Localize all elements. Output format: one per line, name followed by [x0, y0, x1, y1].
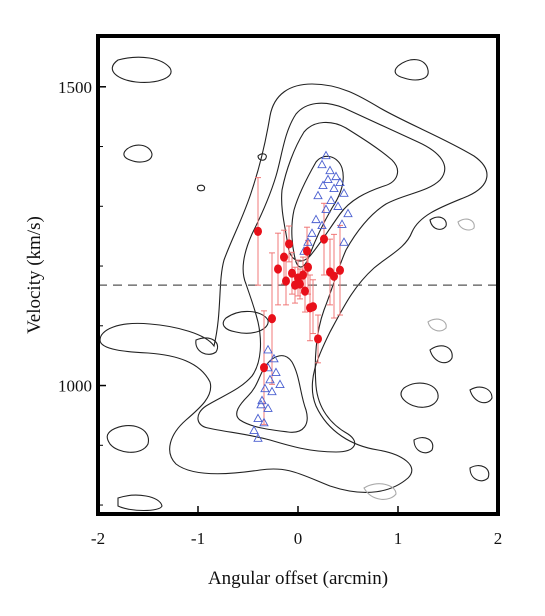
data-point [303, 246, 311, 256]
contour-blob [196, 184, 206, 192]
data-point [309, 302, 317, 312]
triangle-point [325, 165, 335, 175]
triangle-point [269, 353, 279, 363]
triangle-point [271, 367, 281, 377]
triangle-point [260, 383, 270, 393]
x-tick-label: 0 [294, 529, 303, 548]
triangle-point [343, 208, 353, 218]
contour-blob [106, 425, 149, 453]
triangle-point [267, 386, 277, 396]
contour-blob [394, 59, 429, 81]
triangle-point [275, 379, 285, 388]
triangle-point [307, 228, 317, 237]
triangle-point [335, 177, 345, 187]
contour-blob [195, 337, 218, 355]
contour-blob [111, 56, 172, 83]
contour-blob [429, 216, 447, 230]
data-point [330, 271, 338, 281]
triangle-point [265, 374, 275, 384]
x-tick-label: 2 [494, 529, 503, 548]
circle-series [254, 226, 344, 373]
data-point [282, 276, 290, 286]
x-tick-label: -1 [191, 529, 205, 548]
y-tick-label: 1500 [58, 78, 92, 97]
triangle-point [263, 403, 273, 412]
y-tick-label: 1000 [58, 377, 92, 396]
triangle-point [317, 220, 327, 230]
x-axis: -2 -1 0 1 2 [91, 506, 502, 548]
data-point [285, 239, 293, 249]
contour-blob [469, 465, 490, 482]
contour-blob [427, 318, 447, 332]
contour-blob [222, 310, 269, 334]
triangle-point [253, 413, 263, 423]
contour-blob [400, 382, 439, 408]
contour-blob [117, 494, 163, 512]
triangle-point [339, 237, 349, 246]
triangle-series [249, 150, 353, 442]
data-point [260, 363, 268, 373]
x-tick-label: 1 [394, 529, 403, 548]
contour-core [291, 155, 344, 268]
data-point [288, 268, 296, 278]
contour-blob [123, 144, 153, 163]
data-point [336, 265, 344, 275]
contour-blob [257, 153, 267, 161]
data-point [280, 252, 288, 262]
x-tick-label: -2 [91, 529, 105, 548]
data-point [320, 234, 328, 244]
triangle-point [337, 219, 347, 228]
triangle-point [313, 190, 323, 200]
triangle-point [311, 214, 321, 224]
triangle-point [326, 195, 336, 204]
data-point [314, 334, 322, 344]
triangle-point [333, 201, 343, 210]
contour-blob [413, 437, 434, 454]
error-bars [255, 177, 343, 425]
triangle-point [331, 171, 341, 181]
triangle-point [256, 399, 266, 409]
triangle-point [323, 174, 333, 184]
contour-blob [457, 218, 475, 231]
data-point [296, 279, 304, 289]
triangle-point [257, 395, 267, 405]
velocity-contours [99, 56, 493, 512]
triangle-point [259, 417, 269, 427]
data-point [301, 286, 309, 296]
data-point [254, 226, 262, 236]
triangle-point [339, 188, 349, 197]
data-point [268, 314, 276, 324]
data-point [274, 264, 282, 274]
triangle-point [317, 159, 327, 169]
triangle-point [318, 180, 328, 190]
triangle-point [303, 237, 313, 246]
contour-outer [99, 83, 488, 493]
contour-blob [469, 386, 493, 404]
contour-inner-lower [236, 355, 308, 433]
triangle-point [263, 344, 273, 354]
triangle-point [321, 150, 331, 160]
triangle-point [321, 204, 331, 213]
data-point [304, 262, 312, 272]
triangle-point [249, 425, 259, 434]
y-axis: 1000 1500 [58, 78, 106, 506]
contour-blob [429, 345, 453, 364]
contour-mid [197, 102, 446, 453]
y-axis-title: Velocity (km/s) [24, 216, 45, 334]
x-axis-title: Angular offset (arcmin) [208, 568, 388, 589]
data-point [299, 270, 307, 280]
contour-blob [363, 483, 397, 500]
triangle-point [253, 433, 263, 442]
triangle-point [329, 183, 339, 193]
